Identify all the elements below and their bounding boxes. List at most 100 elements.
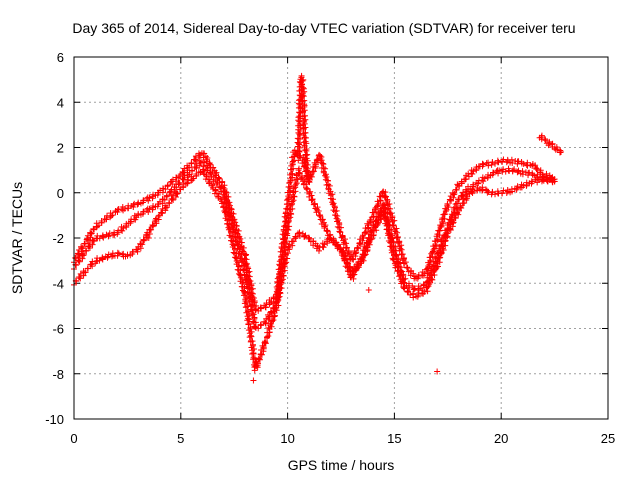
data-point-marker: [393, 259, 400, 266]
data-point-marker: [114, 231, 121, 238]
data-point-marker: [394, 234, 401, 241]
data-point-marker: [300, 76, 307, 83]
x-tick-label: 0: [70, 431, 77, 446]
data-point-marker: [429, 249, 436, 256]
data-point-marker: [262, 319, 269, 326]
data-point-marker: [139, 241, 146, 248]
data-point-marker: [529, 162, 536, 169]
data-point-marker: [394, 268, 401, 275]
data-point-marker: [220, 191, 227, 198]
data-point-marker: [218, 200, 225, 207]
data-point-marker: [382, 193, 389, 200]
data-point-marker: [531, 172, 538, 179]
data-point-marker: [514, 183, 521, 190]
data-point-marker: [155, 213, 162, 220]
data-point-marker: [338, 224, 345, 231]
data-point-marker: [204, 156, 211, 163]
data-point-marker: [88, 261, 95, 268]
data-point-marker: [247, 332, 254, 339]
data-point-marker: [164, 182, 171, 189]
data-point-marker: [365, 287, 372, 294]
data-point-marker: [296, 144, 303, 151]
data-point-marker: [471, 188, 478, 195]
data-point-marker: [464, 193, 471, 200]
data-point-marker: [123, 222, 130, 229]
data-point-marker: [242, 291, 249, 298]
data-point-marker: [434, 263, 441, 270]
data-point-marker: [484, 173, 491, 180]
data-point-marker: [444, 201, 451, 208]
data-point-marker: [322, 165, 329, 172]
data-point-marker: [292, 181, 299, 188]
data-point-marker: [303, 164, 310, 171]
data-point-marker: [376, 193, 383, 200]
data-point-marker: [82, 269, 89, 276]
data-point-marker: [274, 298, 281, 305]
data-point-marker: [317, 155, 324, 162]
data-point-marker: [385, 226, 392, 233]
data-point-marker: [460, 195, 467, 202]
data-point-marker: [246, 289, 253, 296]
data-point-marker: [441, 238, 448, 245]
data-point-marker: [519, 171, 526, 178]
data-point-marker: [292, 233, 299, 240]
data-point-marker: [500, 187, 507, 194]
data-point-marker: [386, 200, 393, 207]
data-point-marker: [433, 242, 440, 249]
data-point-marker: [390, 248, 397, 255]
data-point-marker: [338, 250, 345, 257]
data-point-marker: [336, 228, 343, 235]
data-point-marker: [286, 223, 293, 230]
data-point-marker: [407, 291, 414, 298]
data-point-marker: [146, 194, 153, 201]
data-point-marker: [337, 245, 344, 252]
data-point-marker: [272, 305, 279, 312]
data-point-marker: [301, 135, 308, 142]
data-point-marker: [342, 236, 349, 243]
data-point-marker: [452, 186, 459, 193]
data-point-marker: [282, 260, 289, 267]
data-point-marker: [266, 299, 273, 306]
data-point-marker: [259, 342, 266, 349]
data-point-marker: [323, 174, 330, 181]
data-point-marker: [255, 325, 262, 332]
data-point-marker: [337, 229, 344, 236]
x-tick-label: 10: [280, 431, 294, 446]
data-point-marker: [394, 233, 401, 240]
data-point-marker: [308, 197, 315, 204]
data-point-marker: [300, 108, 307, 115]
data-point-marker: [513, 186, 520, 193]
data-point-marker: [329, 191, 336, 198]
data-point-marker: [88, 230, 95, 237]
data-point-marker: [421, 270, 428, 277]
data-point-marker: [351, 271, 358, 278]
data-point-marker: [440, 211, 447, 218]
data-point-marker: [218, 196, 225, 203]
data-point-marker: [270, 317, 277, 324]
data-point-marker: [106, 230, 113, 237]
data-point-marker: [474, 180, 481, 187]
data-point-marker: [302, 232, 309, 239]
data-point-marker: [434, 368, 441, 375]
data-point-marker: [99, 256, 106, 263]
data-point-marker: [406, 284, 413, 291]
data-point-marker: [230, 249, 237, 256]
data-point-marker: [532, 162, 539, 169]
data-point-marker: [526, 169, 533, 176]
data-point-marker: [481, 175, 488, 182]
data-point-marker: [265, 333, 272, 340]
data-point-marker: [370, 232, 377, 239]
data-point-marker: [140, 236, 147, 243]
data-point-marker: [109, 212, 116, 219]
data-point-marker: [72, 255, 79, 262]
data-point-marker: [285, 218, 292, 225]
data-point-marker: [312, 161, 319, 168]
data-point-marker: [303, 186, 310, 193]
plot-frame: [73, 56, 609, 420]
data-point-marker: [222, 208, 229, 215]
data-point-marker: [457, 204, 464, 211]
data-point-marker: [289, 198, 296, 205]
data-point-marker: [479, 177, 486, 184]
data-point-marker: [534, 165, 541, 172]
